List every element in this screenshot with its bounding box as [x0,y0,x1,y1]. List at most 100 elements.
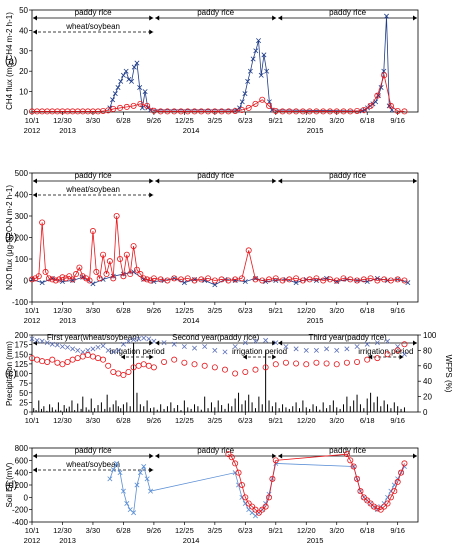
arrowhead [272,340,277,346]
series-line [228,453,405,514]
data-point-cross [100,276,106,282]
data-point-circle [272,107,279,114]
chart-panel: 0 10 20 30 40 50 10/1 12/30 3/30 6/28 9/26 12/25 3/2… [5,6,419,135]
y-tick-label: 10 [19,88,28,97]
data-point-circle [374,92,381,99]
x-tick-label: 6/23 [238,306,253,315]
x-tick-label: 9/21 [268,526,283,535]
data-point-cross [115,85,121,91]
data-point-cross [131,64,137,70]
data-point-cross [34,337,40,343]
data-point-cross [44,340,50,346]
data-point-cross [253,48,259,54]
y-axis-label: N2O flux (μg-N2O-N m-2 h-1) [5,185,14,290]
data-point-cross [293,346,299,352]
period-label: paddy rice [75,171,112,180]
x-tick-label: 9/26 [147,116,162,125]
x-tick-label: 9/21 [268,116,283,125]
data-point-cross [252,338,258,344]
y-tick-label: 200 [15,331,29,340]
year-label: 2014 [183,126,200,135]
period-label: wheat/soybean [65,185,120,194]
y-tick-label: 175 [15,341,29,350]
data-point-circle [340,275,347,282]
data-point-circle [326,276,333,283]
x-tick-label: 6/18 [360,416,375,425]
period-label: paddy rice [75,8,112,17]
y-tick-label: -200 [12,506,29,515]
arrowhead [149,453,154,459]
data-point-cross [385,338,391,344]
data-point-circle [286,108,293,115]
y-tick-label: 0 [24,493,29,502]
data-point-circle [252,276,259,283]
x-tick-label: 12/25 [175,416,194,425]
data-point-cross [39,338,45,344]
y-tick-label: 125 [15,360,29,369]
data-point-circle [211,277,218,284]
arrowhead [272,453,277,459]
y2-tick-label: 80 [423,346,432,355]
y-tick-label: 30 [19,47,28,56]
year-label: 2015 [307,126,324,135]
data-point-cross [273,460,279,466]
arrowhead [413,15,417,21]
data-point-cross [146,336,152,342]
data-point-circle [191,361,198,368]
data-point-circle [59,361,66,368]
data-point-cross [364,341,370,347]
data-point-circle [84,352,91,359]
data-point-circle [333,361,340,368]
x-tick-label: 3/20 [329,306,344,315]
data-point-cross [107,476,113,482]
y-tick-label: 0 [24,408,29,417]
arrowhead [155,15,160,21]
y2-tick-label: 60 [423,362,432,371]
data-point-cross [117,470,123,476]
data-point-circle [100,251,107,258]
data-point-circle [354,358,361,365]
data-point-circle [364,497,371,504]
period-label: Second year(paddy rice) [172,333,259,342]
data-point-circle [242,368,249,375]
data-point-circle [228,454,235,461]
data-point-circle [96,275,103,282]
data-point-cross [85,347,91,353]
data-point-circle [198,276,205,283]
data-point-circle [384,351,391,358]
x-tick-label: 3/30 [86,526,101,535]
arrowhead [33,467,37,473]
data-point-circle [218,108,225,115]
data-point-circle [343,359,350,366]
arrowhead [149,192,154,198]
data-point-circle [347,276,354,283]
data-point-cross [370,101,376,107]
data-point-cross [354,344,360,350]
x-tick-label: 12/30 [53,526,72,535]
data-point-circle [232,460,239,467]
data-point-circle [245,247,252,254]
arrowhead [149,340,154,346]
data-point-circle [245,104,252,111]
data-point-circle [242,494,249,501]
data-point-circle [347,108,354,115]
data-point-cross [131,510,137,516]
data-point-circle [364,356,371,363]
data-point-cross [123,68,129,74]
period-label: paddy rice [329,446,366,455]
data-point-circle [299,277,306,284]
year-label: 2015 [307,536,324,545]
data-point-circle [340,108,347,115]
data-point-circle [115,370,122,377]
data-point-circle [232,276,239,283]
data-point-circle [137,100,144,107]
data-point-circle [326,108,333,115]
data-point-cross [131,269,137,275]
period-label: wheat/soybean [65,460,120,469]
data-point-circle [144,102,151,109]
data-point-cross [141,464,147,469]
data-point-circle [164,108,171,115]
data-point-cross [256,38,262,44]
